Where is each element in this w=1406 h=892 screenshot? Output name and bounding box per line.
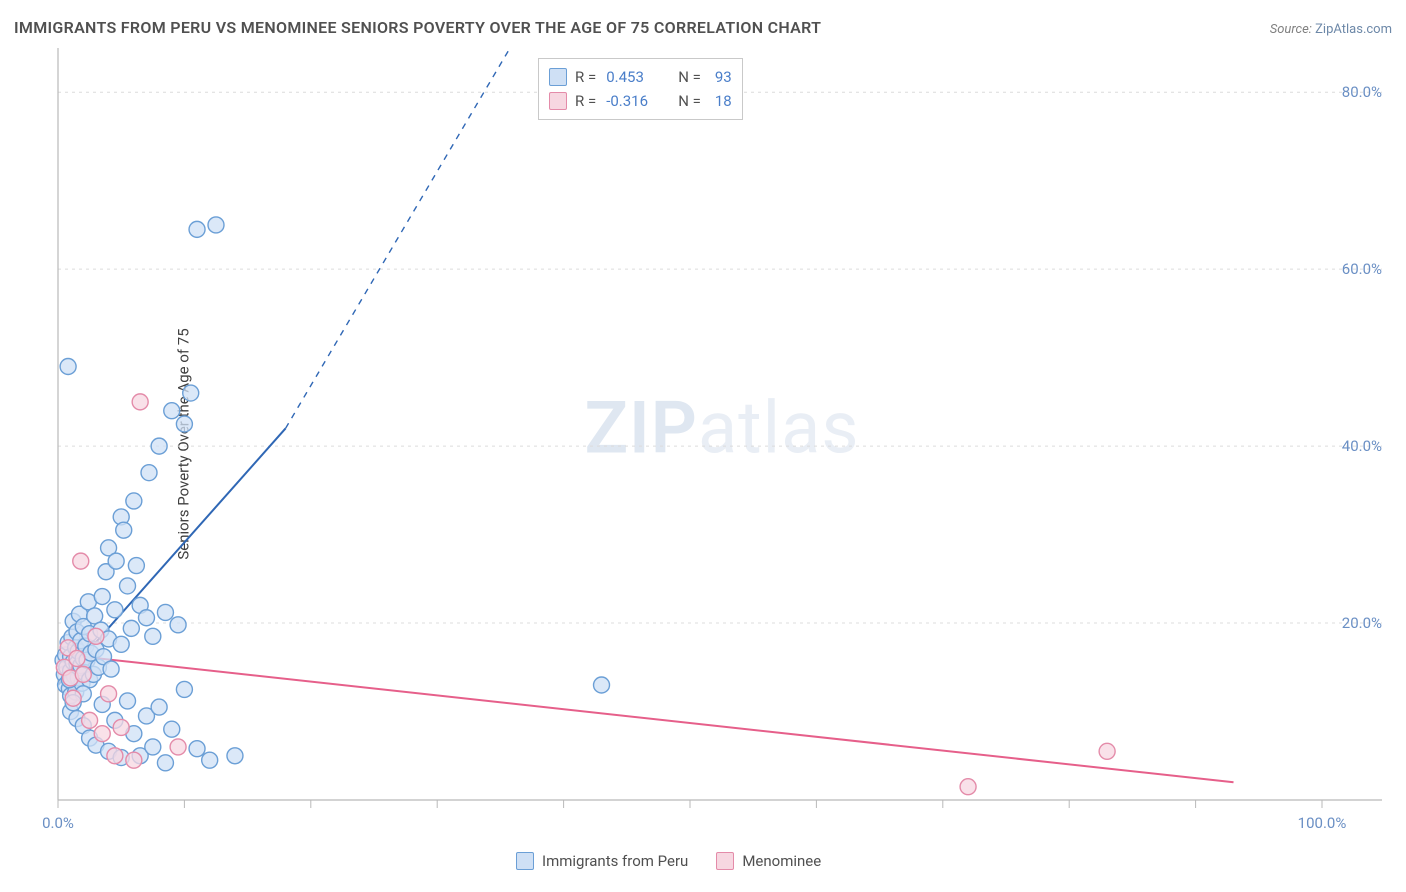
plot-svg	[52, 48, 1392, 840]
y-tick-label: 80.0%	[1342, 83, 1382, 101]
legend-r-value-menominee: -0.316	[606, 89, 660, 113]
legend-n-label: N =	[678, 65, 701, 89]
legend-row-peru: R = 0.453 N = 93	[549, 65, 732, 89]
series-swatch-menominee	[716, 852, 734, 870]
legend-swatch-peru	[549, 68, 567, 86]
legend-n-label: N =	[678, 89, 701, 113]
source-label: Source:	[1270, 22, 1312, 37]
y-tick-label: 20.0%	[1342, 614, 1382, 632]
scatter-plot: Seniors Poverty Over the Age of 75 ZIPat…	[52, 48, 1392, 840]
legend-r-label: R =	[575, 65, 596, 89]
y-tick-label: 40.0%	[1342, 437, 1382, 455]
series-swatch-peru	[516, 852, 534, 870]
legend-swatch-menominee	[549, 92, 567, 110]
series-legend-item-menominee: Menominee	[716, 852, 821, 870]
chart-title: IMMIGRANTS FROM PERU VS MENOMINEE SENIOR…	[14, 18, 821, 37]
series-legend: Immigrants from Peru Menominee	[516, 852, 821, 870]
series-name-peru: Immigrants from Peru	[542, 852, 688, 870]
legend-n-value-menominee: 18	[715, 89, 732, 113]
series-legend-item-peru: Immigrants from Peru	[516, 852, 688, 870]
legend-r-label: R =	[575, 89, 596, 113]
legend-row-menominee: R = -0.316 N = 18	[549, 89, 732, 113]
y-tick-label: 60.0%	[1342, 260, 1382, 278]
x-tick-label: 0.0%	[42, 814, 74, 832]
source-value: ZipAtlas.com	[1315, 22, 1392, 37]
source-attribution: Source: ZipAtlas.com	[1270, 22, 1392, 37]
legend-r-value-peru: 0.453	[606, 65, 660, 89]
legend-n-value-peru: 93	[715, 65, 732, 89]
series-name-menominee: Menominee	[742, 852, 821, 870]
x-tick-label: 100.0%	[1298, 814, 1347, 832]
correlation-legend: R = 0.453 N = 93 R = -0.316 N = 18	[538, 58, 743, 120]
